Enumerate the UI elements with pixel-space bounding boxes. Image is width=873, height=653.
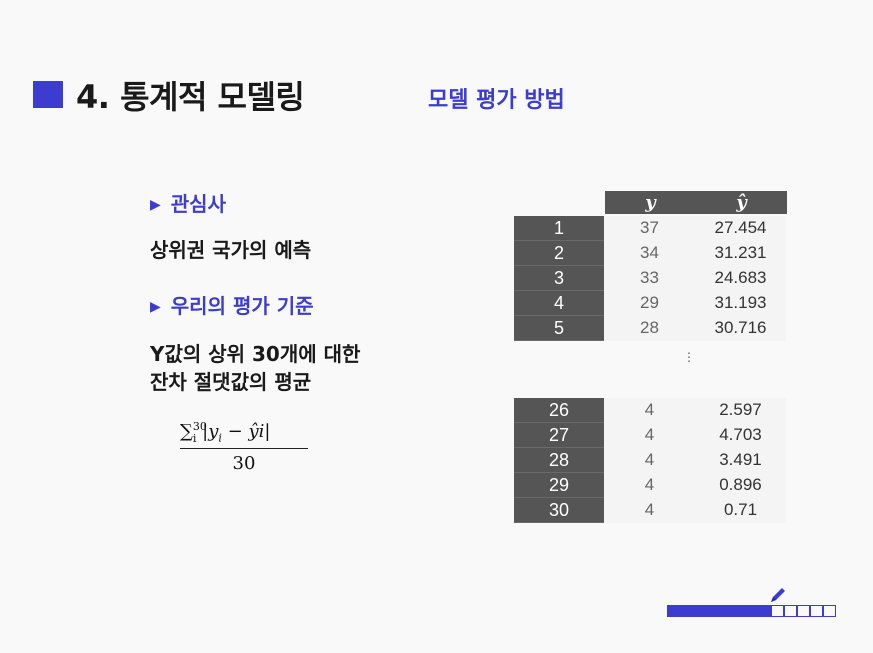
table-row: 26 4 2.597 [514,398,786,423]
table-row: 3 33 24.683 [514,265,786,291]
table-row: 4 29 31.193 [514,290,786,316]
row-yhat: 24.683 [695,265,786,291]
progress-segment [693,605,706,617]
row-y: 29 [604,290,695,316]
table-header: y ŷ [605,191,787,214]
row-y: 4 [604,398,695,423]
row-yhat: 3.491 [695,447,786,473]
table-ellipsis: ⋮ [683,350,695,364]
row-index: 29 [514,472,604,498]
slide-progress-bar [667,605,836,617]
progress-segment [667,605,680,617]
bullet-interest: ▶ 관심사 [150,188,226,217]
header-y: y [645,192,656,213]
slide-subtitle: 모델 평가 방법 [428,88,565,113]
row-yhat: 0.71 [695,497,786,523]
bullet-criteria-label: 우리의 평가 기준 [170,294,314,318]
progress-segment [706,605,719,617]
row-yhat: 27.454 [695,216,786,241]
triangle-right-icon: ▶ [150,299,161,315]
slide-title: 4. 통계적 모델링 [76,78,305,116]
table-row: 28 4 3.491 [514,447,786,473]
row-y: 4 [604,497,695,523]
formula-yhat: ŷi [248,421,265,442]
formula-y-index: i [218,431,222,445]
row-index: 4 [514,290,604,316]
row-index: 30 [514,497,604,523]
table-row: 30 4 0.71 [514,497,786,523]
row-y: 28 [604,315,695,341]
table-row: 1 37 27.454 [514,216,786,241]
row-index: 3 [514,265,604,291]
criteria-line-1: Y값의 상위 30개에 대한 [150,342,361,366]
row-index: 2 [514,240,604,266]
progress-segment [797,605,810,617]
progress-segment [732,605,745,617]
pencil-icon [771,588,785,602]
bullet-interest-label: 관심사 [170,192,226,216]
row-yhat: 2.597 [695,398,786,423]
row-yhat: 31.231 [695,240,786,266]
formula-numerator: ∑30i |yi − ŷi| [180,420,308,449]
row-index: 26 [514,398,604,423]
table-row: 27 4 4.703 [514,422,786,448]
progress-segment [771,605,784,617]
title-marker-square [33,81,63,108]
row-index: 1 [514,216,604,241]
table-row: 2 34 31.231 [514,240,786,266]
progress-segment [784,605,797,617]
row-y: 37 [604,216,695,241]
progress-segment [745,605,758,617]
row-yhat: 4.703 [695,422,786,448]
bottom-rows-table: 26 4 2.597 27 4 4.703 28 4 3.491 29 4 0.896 30 4 0… [514,398,786,523]
row-y: 34 [604,240,695,266]
triangle-right-icon: ▶ [150,197,161,213]
interest-text: 상위권 국가의 예측 [150,238,312,262]
header-yhat: ŷ [736,192,747,213]
mae-formula: ∑30i |yi − ŷi| 30 [180,420,308,474]
criteria-text: Y값의 상위 30개에 대한 잔차 절댓값의 평균 [150,340,360,396]
bullet-criteria: ▶ 우리의 평가 기준 [150,290,314,319]
table-row: 29 4 0.896 [514,472,786,498]
criteria-line-2: 잔차 절댓값의 평균 [150,370,312,394]
row-index: 5 [514,315,604,341]
row-index: 27 [514,422,604,448]
formula-denominator: 30 [232,452,256,474]
row-index: 28 [514,447,604,473]
row-y: 33 [604,265,695,291]
progress-segment [680,605,693,617]
progress-segment [719,605,732,617]
row-y: 4 [604,447,695,473]
formula-y: y [208,421,219,442]
table-row: 5 28 30.716 [514,315,786,341]
progress-segment [823,605,836,617]
sum-index: i [192,431,197,445]
row-y: 4 [604,472,695,498]
row-y: 4 [604,422,695,448]
progress-segment [810,605,823,617]
progress-segment [758,605,771,617]
row-yhat: 0.896 [695,472,786,498]
row-yhat: 31.193 [695,290,786,316]
row-yhat: 30.716 [695,315,786,341]
sum-symbol: ∑ [180,421,193,442]
top-rows-table: 1 37 27.454 2 34 31.231 3 33 24.683 4 29 31.193 … [514,216,786,341]
formula-minus: − [227,421,243,442]
